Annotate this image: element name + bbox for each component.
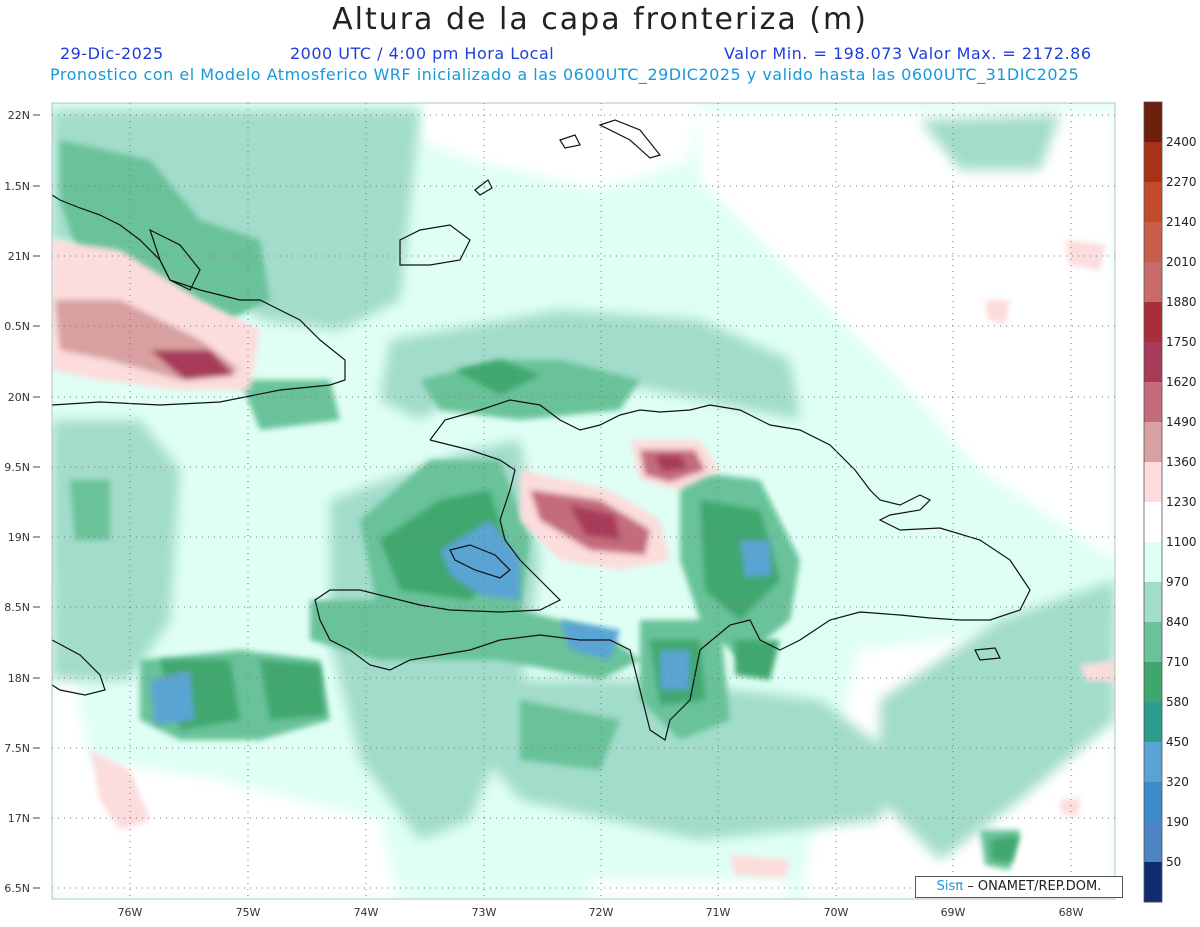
field-layer xyxy=(52,103,1115,899)
colorbar-swatch xyxy=(1144,142,1162,183)
colorbar-label: 1100 xyxy=(1166,535,1197,549)
sispi-logo: Sisπ xyxy=(936,879,964,894)
colorbar-label: 190 xyxy=(1166,815,1189,829)
lon-label: 69W xyxy=(941,906,966,919)
lat-label: 22N xyxy=(8,109,30,122)
colorbar-swatch xyxy=(1144,742,1162,783)
colorbar-swatch xyxy=(1144,502,1162,543)
credit-text: – ONAMET/REP.DOM. xyxy=(967,879,1102,894)
bahamas-islet-2 xyxy=(559,134,581,149)
lat-label: 17N xyxy=(8,812,30,825)
value-range: Valor Min. = 198.073 Valor Max. = 2172.8… xyxy=(724,44,1092,63)
bahamas-island xyxy=(399,224,471,266)
lat-label: 7.5N xyxy=(4,742,30,755)
grid-lines xyxy=(52,103,1115,899)
lat-ticks xyxy=(33,114,40,889)
jamaica-coast xyxy=(51,639,106,696)
map-title: Altura de la capa fronteriza (m) xyxy=(332,2,868,37)
lon-label: 71W xyxy=(706,906,731,919)
lat-label: 1.5N xyxy=(4,180,30,193)
colorbar-label: 840 xyxy=(1166,615,1189,629)
lon-label: 72W xyxy=(589,906,614,919)
lat-label: 20N xyxy=(8,391,30,404)
lon-label: 76W xyxy=(118,906,143,919)
colorbar-swatch xyxy=(1144,582,1162,623)
latitude-labels: 22N 1.5N 21N 0.5N 20N 9.5N 19N 8.5N 18N … xyxy=(4,109,30,895)
colorbar-label: 450 xyxy=(1166,735,1189,749)
forecast-date: 29-Dic-2025 xyxy=(60,44,164,63)
colorbar-swatch xyxy=(1144,342,1162,383)
colorbar-swatch xyxy=(1144,222,1162,263)
colorbar-swatch xyxy=(1144,182,1162,223)
colorbar-swatch xyxy=(1144,302,1162,343)
colorbar-label: 1880 xyxy=(1166,295,1197,309)
colorbar-swatch xyxy=(1144,382,1162,423)
colorbar-label: 1230 xyxy=(1166,495,1197,509)
colorbar-swatch xyxy=(1144,542,1162,583)
colorbar-label: 710 xyxy=(1166,655,1189,669)
colorbar-swatch xyxy=(1144,102,1162,143)
colorbar-frame xyxy=(1143,101,1163,903)
longitude-labels: 76W 75W 74W 73W 72W 71W 70W 69W 68W xyxy=(118,906,1084,919)
colorbar-label: 580 xyxy=(1166,695,1189,709)
cuba-east-segment xyxy=(148,228,201,291)
colorbar-swatch xyxy=(1144,702,1162,743)
colorbar-swatch xyxy=(1144,782,1162,823)
forecast-subtitle: Pronostico con el Modelo Atmosferico WRF… xyxy=(50,65,1080,84)
bahamas-islet-1 xyxy=(474,179,493,196)
colorbar-swatch xyxy=(1144,622,1162,663)
colorbar-label: 1750 xyxy=(1166,335,1197,349)
colorbar-swatch xyxy=(1144,822,1162,863)
colorbar-swatch xyxy=(1144,862,1162,903)
colorbar-label: 1360 xyxy=(1166,455,1197,469)
colorbar-label: 2140 xyxy=(1166,215,1197,229)
colorbar-label: 320 xyxy=(1166,775,1189,789)
colorbar-label: 2270 xyxy=(1166,175,1197,189)
colorbar-label: 1620 xyxy=(1166,375,1197,389)
colorbar-label: 1490 xyxy=(1166,415,1197,429)
lon-label: 74W xyxy=(354,906,379,919)
lat-label: 8.5N xyxy=(4,601,30,614)
colorbar-label: 50 xyxy=(1166,855,1181,869)
colorbar-swatch xyxy=(1144,462,1162,503)
forecast-time: 2000 UTC / 4:00 pm Hora Local xyxy=(290,44,555,63)
credit-box: Sisπ – ONAMET/REP.DOM. xyxy=(915,876,1123,898)
hispaniola-coast xyxy=(314,399,1031,741)
colorbar-swatch xyxy=(1144,422,1162,463)
colorbar-label: 2400 xyxy=(1166,135,1197,149)
lat-label: 0.5N xyxy=(4,320,30,333)
colorbar-swatch xyxy=(1144,262,1162,303)
cuba-coast xyxy=(51,194,346,406)
coastlines xyxy=(51,119,1031,741)
lat-label: 9.5N xyxy=(4,461,30,474)
lat-label: 6.5N xyxy=(4,882,30,895)
plot-frame xyxy=(51,102,1116,900)
high-value-areas xyxy=(52,240,1115,878)
bahamas-islet-3 xyxy=(598,119,662,159)
lat-label: 21N xyxy=(8,250,30,263)
lon-label: 75W xyxy=(236,906,261,919)
lon-label: 70W xyxy=(824,906,849,919)
colorbar-label: 970 xyxy=(1166,575,1189,589)
colorbar-swatch xyxy=(1144,662,1162,703)
lat-label: 18N xyxy=(8,672,30,685)
lon-label: 73W xyxy=(472,906,497,919)
lon-label: 68W xyxy=(1059,906,1084,919)
colorbar: 2400 2270 2140 2010 1880 1750 1620 1490 1360 1230… xyxy=(1143,101,1197,903)
gonave-island xyxy=(449,544,511,579)
colorbar-label: 2010 xyxy=(1166,255,1197,269)
saona-island xyxy=(974,647,1001,661)
lat-label: 19N xyxy=(8,531,30,544)
